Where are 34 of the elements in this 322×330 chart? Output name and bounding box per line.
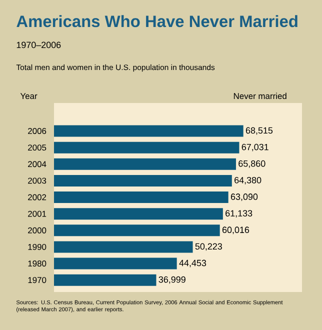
y-tick-label: 1990 <box>28 244 46 250</box>
bar <box>54 258 177 270</box>
data-label: 50,223 <box>195 243 222 251</box>
data-label: 60,016 <box>222 226 250 234</box>
data-label: 65,860 <box>238 160 266 168</box>
bar <box>54 142 240 154</box>
bar <box>54 158 236 170</box>
bar <box>54 224 220 236</box>
y-tick-label: 2006 <box>28 128 46 134</box>
bar <box>54 241 193 253</box>
x-axis-title: Never married <box>234 92 286 100</box>
data-label: 67,031 <box>242 144 268 152</box>
y-tick-label: 2005 <box>28 144 46 151</box>
bar <box>54 174 232 186</box>
y-tick-label: 2003 <box>28 178 46 184</box>
data-label: 63,090 <box>230 194 258 201</box>
chart-subtitle: 1970–2006 <box>16 42 61 48</box>
bar <box>54 274 156 286</box>
y-tick-label: 2004 <box>28 161 46 168</box>
data-label: 61,133 <box>226 210 252 218</box>
y-tick-label: 2001 <box>28 210 46 217</box>
data-label: 36,999 <box>158 276 186 284</box>
y-axis-title: Year <box>20 93 38 100</box>
bar <box>54 192 228 204</box>
y-tick-label: 2002 <box>28 194 46 200</box>
y-tick-label: 1980 <box>28 260 46 267</box>
data-label: 64,380 <box>234 176 262 184</box>
y-tick-label: 2000 <box>28 227 46 234</box>
data-label: 44,453 <box>179 260 206 268</box>
data-label: 68,515 <box>246 127 273 135</box>
bar <box>54 208 223 220</box>
bar <box>54 125 244 137</box>
y-tick-label: 1970 <box>28 277 46 284</box>
chart-title: Americans Who Have Never Married <box>16 15 298 28</box>
